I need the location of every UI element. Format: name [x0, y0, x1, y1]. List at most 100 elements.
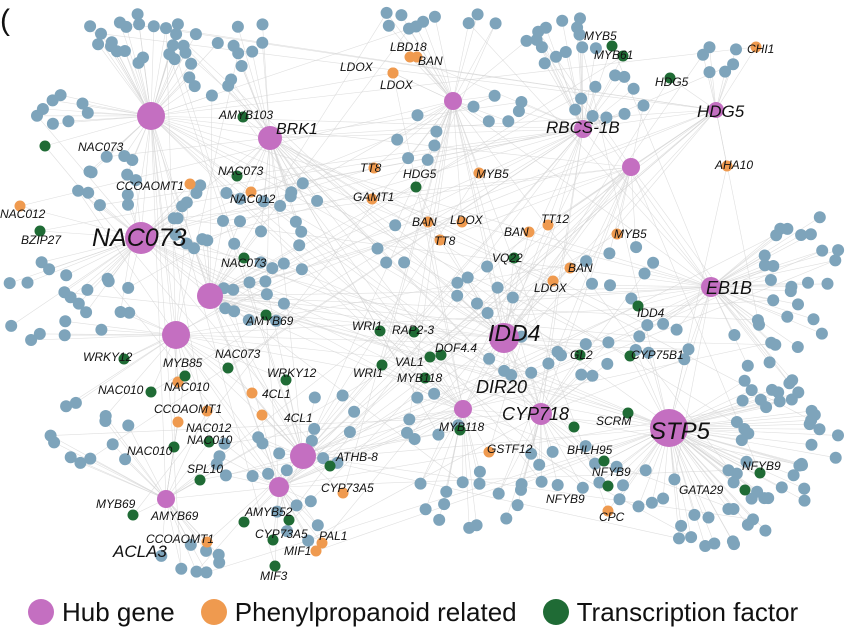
network-edge — [630, 109, 717, 168]
hub-label: HDG5 — [697, 102, 745, 121]
transcription-factor-label: NFYB9 — [742, 459, 781, 473]
gene-node — [44, 429, 57, 442]
gene-node — [380, 6, 393, 19]
gene-node — [295, 263, 308, 276]
gene-node — [231, 20, 244, 33]
phenylpropanoid-label: LDOX — [450, 213, 484, 227]
gene-node — [105, 36, 118, 49]
network-edge — [165, 463, 217, 500]
network-edge — [150, 115, 464, 410]
gene-node — [179, 46, 192, 59]
gene-node — [762, 492, 775, 505]
network-edge — [209, 295, 442, 356]
phenylpropanoid-node — [387, 67, 399, 79]
phenylpropanoid-label: GSTF12 — [487, 442, 533, 456]
gene-node — [183, 71, 196, 84]
hub-node — [622, 158, 640, 176]
gene-node — [730, 43, 742, 56]
gene-node — [242, 314, 255, 326]
network-edge — [140, 237, 542, 415]
transcription-factor-node — [237, 111, 249, 123]
transcription-factor-node — [127, 509, 139, 521]
network-edge — [388, 25, 454, 102]
gene-node — [576, 41, 589, 54]
gene-node — [336, 389, 349, 402]
network-edge — [106, 137, 271, 158]
network-edge — [323, 427, 670, 459]
network-edge — [175, 183, 191, 336]
network-edge — [503, 166, 632, 339]
gene-node — [759, 524, 772, 537]
gene-node — [533, 458, 546, 471]
gene-node — [235, 60, 248, 72]
gene-node — [795, 229, 808, 241]
gene-node — [525, 366, 538, 379]
phenylpropanoid-label: LDOX — [340, 60, 374, 74]
phenylpropanoid-node — [602, 505, 614, 517]
transcription-factor-label: NAC073 — [221, 256, 267, 270]
transcription-factor-label: MIF3 — [260, 569, 288, 583]
gene-node — [256, 437, 269, 450]
transcription-factor-node — [508, 252, 520, 264]
hub-label: DIR20 — [476, 377, 527, 397]
gene-node — [702, 511, 715, 524]
gene-node — [491, 281, 504, 294]
transcription-factor-node — [179, 370, 191, 382]
transcription-factor-node — [664, 72, 676, 84]
network-edge — [540, 342, 609, 415]
network-edge — [342, 100, 454, 494]
gene-node — [781, 310, 794, 323]
gene-node — [246, 45, 259, 58]
network-edge — [315, 427, 670, 552]
network-edge — [710, 286, 760, 326]
network-edge — [224, 443, 280, 488]
gene-node — [219, 469, 232, 482]
network-edge — [392, 72, 464, 410]
transcription-factor-node — [435, 349, 447, 361]
gene-node — [657, 317, 670, 330]
phenylpropanoid-node — [473, 167, 485, 179]
network-edge — [440, 354, 464, 410]
hub-node — [258, 126, 282, 150]
network-edge — [582, 88, 634, 130]
gene-node — [72, 297, 85, 310]
gene-node — [213, 450, 226, 463]
gene-node — [419, 503, 432, 516]
hub-label: ACLA3 — [112, 542, 167, 561]
network-edge — [302, 305, 639, 457]
network-edge — [274, 486, 280, 567]
network-edge — [209, 295, 304, 457]
gene-node — [542, 357, 555, 370]
phenylpropanoid-label: BAN — [412, 215, 437, 229]
gene-node — [205, 89, 218, 102]
network-edge — [668, 427, 754, 520]
gene-node — [498, 364, 511, 377]
network-edge — [269, 101, 522, 139]
gene-node — [500, 512, 513, 525]
network-edge — [42, 108, 152, 117]
gene-node — [234, 192, 247, 205]
network-edge — [233, 311, 280, 488]
hub-node — [137, 102, 165, 130]
network-edge — [150, 115, 583, 488]
gene-node — [256, 18, 269, 31]
hub-label: BRK1 — [276, 121, 318, 138]
gene-node — [218, 437, 231, 450]
gene-node — [85, 166, 98, 179]
gene-node — [456, 476, 469, 489]
network-edge — [39, 230, 142, 239]
network-edge — [165, 410, 208, 500]
network-edge — [468, 22, 712, 288]
network-edge — [278, 401, 780, 488]
phenylpropanoid-label: 4CL1 — [262, 387, 291, 401]
gene-node — [43, 263, 56, 276]
gene-node — [639, 464, 652, 477]
gene-node — [802, 276, 814, 289]
network-edge — [150, 28, 167, 117]
gene-node — [155, 549, 168, 562]
gene-node — [703, 41, 716, 54]
gene-node — [551, 479, 564, 491]
network-edge — [209, 12, 387, 297]
gene-node — [133, 18, 146, 31]
gene-node — [171, 18, 184, 31]
